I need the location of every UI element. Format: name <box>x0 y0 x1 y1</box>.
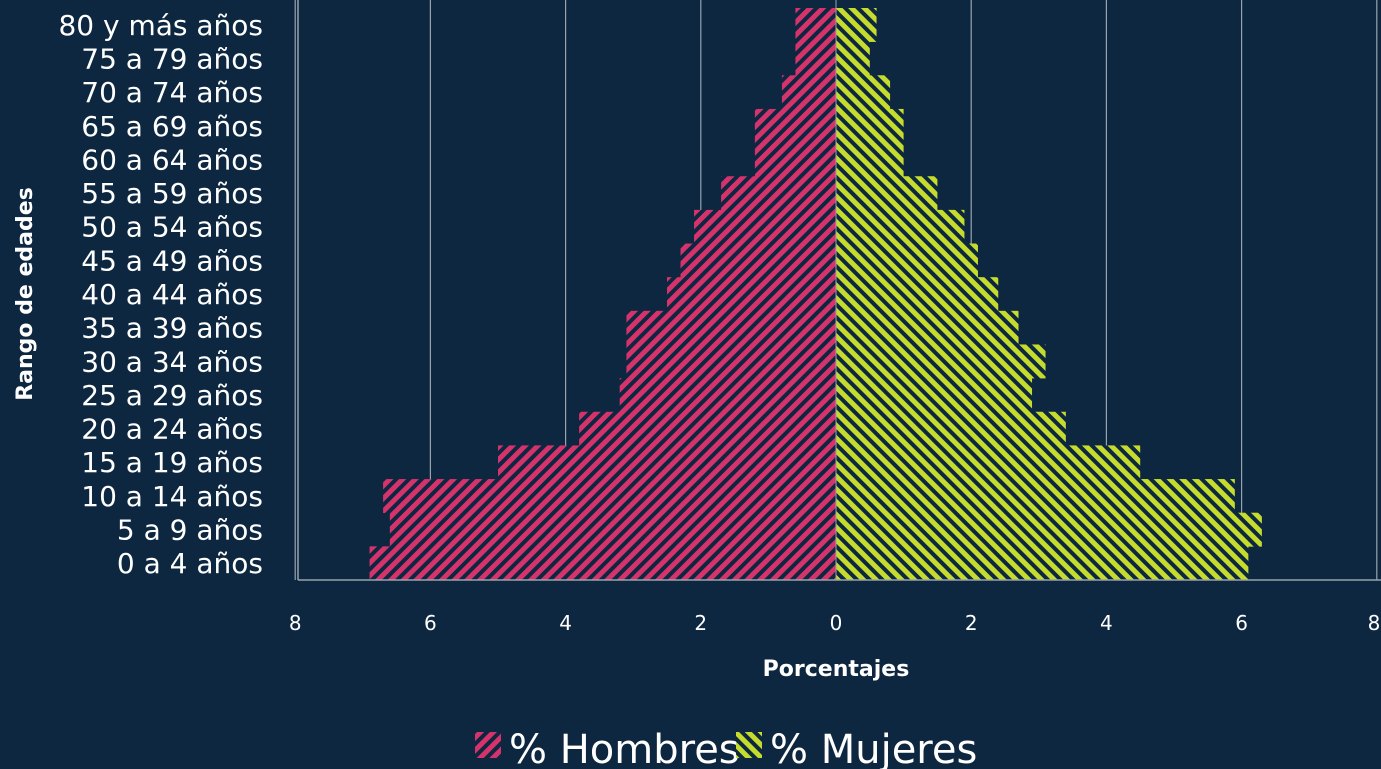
bar-hombres <box>498 445 836 480</box>
bar-mujeres <box>836 41 870 76</box>
x-tick-label: 2 <box>965 611 978 635</box>
bar-hombres <box>680 243 836 278</box>
bar-hombres <box>626 310 836 345</box>
bar-hombres <box>694 209 836 244</box>
legend-label: % Hombres <box>509 727 740 769</box>
category-label: 60 a 64 años <box>81 143 263 176</box>
category-label: 45 a 49 años <box>81 244 263 277</box>
bar-mujeres <box>836 8 877 42</box>
bar-mujeres <box>836 108 904 143</box>
bar-mujeres <box>836 176 938 211</box>
legend-swatch <box>736 732 762 758</box>
bar-hombres <box>383 479 836 514</box>
x-tick-label: 4 <box>1100 611 1113 635</box>
x-tick-label: 2 <box>694 611 707 635</box>
category-label: 50 a 54 años <box>81 211 263 244</box>
category-label: 25 a 29 años <box>81 379 263 412</box>
bar-hombres <box>795 8 836 42</box>
x-tick-label: 6 <box>424 611 437 635</box>
bars <box>369 8 1262 581</box>
bar-hombres <box>369 546 836 581</box>
category-label: 70 a 74 años <box>81 76 263 109</box>
x-axis-title: Porcentajes <box>763 657 910 682</box>
category-label: 40 a 44 años <box>81 278 263 311</box>
bar-hombres <box>721 176 836 211</box>
bar-hombres <box>579 411 836 446</box>
bar-mujeres <box>836 344 1046 379</box>
legend: % Hombres % Mujeres <box>475 727 977 769</box>
bar-mujeres <box>836 209 965 244</box>
category-label: 15 a 19 años <box>81 446 263 479</box>
x-tick-label: 4 <box>559 611 572 635</box>
bar-hombres <box>795 41 836 76</box>
bar-hombres <box>667 277 836 312</box>
bar-hombres <box>754 108 836 143</box>
bar-mujeres <box>836 378 1033 413</box>
legend-swatch <box>475 732 501 758</box>
bar-mujeres <box>836 142 904 177</box>
x-tick-label: 0 <box>830 611 843 635</box>
category-label: 65 a 69 años <box>81 110 263 143</box>
x-tick-label: 6 <box>1235 611 1248 635</box>
category-label: 0 a 4 años <box>117 547 263 580</box>
bar-mujeres <box>836 546 1249 581</box>
category-label: 30 a 34 años <box>81 345 263 378</box>
bar-mujeres <box>836 243 978 278</box>
bar-mujeres <box>836 445 1141 480</box>
x-tick-label: 8 <box>289 611 302 635</box>
category-label: 20 a 24 años <box>81 413 263 446</box>
category-label: 75 a 79 años <box>81 42 263 75</box>
bar-mujeres <box>836 479 1235 514</box>
bar-mujeres <box>836 310 1019 345</box>
bar-mujeres <box>836 277 999 312</box>
legend-label: % Mujeres <box>770 727 977 769</box>
category-label: 10 a 14 años <box>81 480 263 513</box>
bar-mujeres <box>836 75 891 110</box>
bar-mujeres <box>836 411 1066 446</box>
tick-labels: 8 6 4 2 0 2 4 6 8 <box>289 611 1381 635</box>
category-label: 5 a 9 años <box>117 514 263 547</box>
bar-hombres <box>754 142 836 177</box>
bar-mujeres <box>836 512 1262 547</box>
axes <box>297 0 1381 581</box>
category-label: 80 y más años <box>58 9 263 42</box>
category-label: 35 a 39 años <box>81 312 263 345</box>
bar-hombres <box>389 512 836 547</box>
y-axis-title: Rango de edades <box>13 187 38 401</box>
bar-hombres <box>619 378 836 413</box>
x-tick-label: 8 <box>1368 611 1381 635</box>
bar-hombres <box>781 75 836 110</box>
bar-hombres <box>626 344 836 379</box>
category-label: 55 a 59 años <box>81 177 263 210</box>
